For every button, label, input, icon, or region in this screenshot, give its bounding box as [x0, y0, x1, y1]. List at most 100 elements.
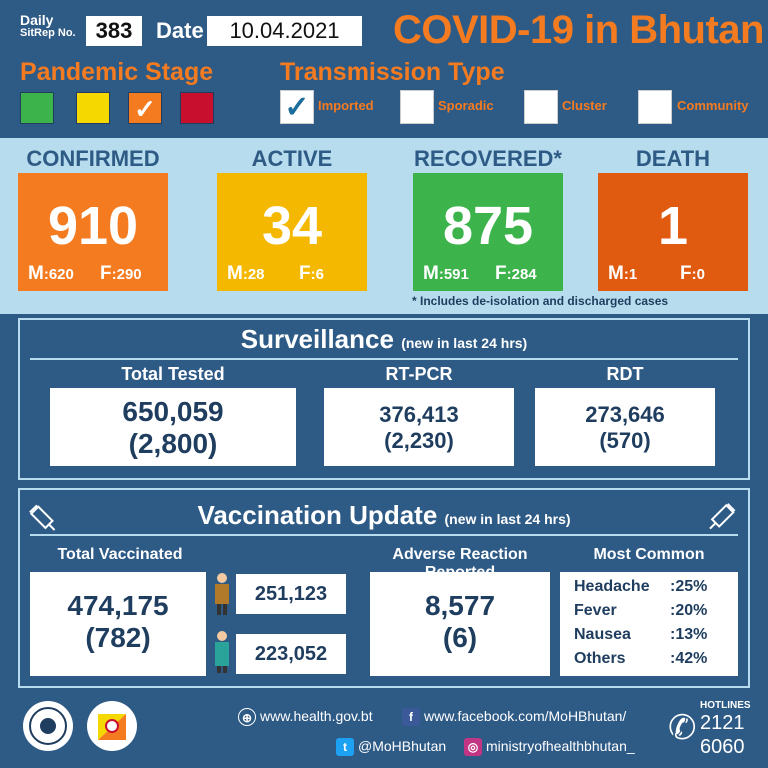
rtpcr-label: RT-PCR [385, 364, 453, 384]
sitrep-number: 383 [86, 16, 142, 46]
stat-value: 910 [47, 196, 139, 256]
pandemic-stage-box [76, 92, 110, 124]
rdt-box: 273,646 (570) [535, 388, 715, 466]
adverse-reaction-value: 8,577 [424, 590, 496, 621]
stat-card: 1 M:1 F:0 [598, 173, 748, 291]
stat-male-count: M:620 [28, 263, 74, 284]
adverse-reaction-new: (6) [442, 622, 478, 653]
most-common-box: Headache :25% Fever :20% Nausea:13% Others :42… [560, 572, 738, 676]
pandemic-stage-box: ✓ [128, 92, 162, 124]
total-tested-new: (2,800) [128, 428, 218, 459]
stat-label: CONFIRMED [26, 146, 160, 171]
side-effect-row: Nausea:13% [574, 626, 734, 644]
vaccination-divider [30, 534, 738, 536]
side-effect-percent: :20% [670, 602, 708, 619]
side-effect-percent: :42% [670, 650, 708, 667]
most-common-label: Most Common [593, 546, 705, 563]
syringe-icon [29, 504, 56, 531]
hotlines-label: HOTLINES [700, 700, 751, 711]
rdt-label: RDT [606, 364, 644, 384]
vaccination-title-text: Vaccination Update [197, 500, 438, 530]
transmission-type-label: Sporadic [438, 98, 494, 113]
page-title: COVID-19 in Bhutan [392, 8, 765, 52]
side-effect-name: Nausea [574, 626, 631, 643]
instagram-icon: ◎ [464, 738, 482, 757]
syringe-icon [709, 503, 736, 530]
sitrep-label-line2: SitRep No. [20, 27, 76, 39]
hotline-1[interactable]: 2121 [700, 712, 745, 734]
surveillance-title-text: Surveillance [240, 324, 394, 354]
facebook-link[interactable]: f www.facebook.com/MoHBhutan/ [402, 708, 627, 727]
surveillance-title: Surveillance (new in last 24 hrs) [18, 324, 750, 355]
male-vaccinated-value: 251,123 [254, 583, 328, 605]
globe-icon: ⊕ [238, 708, 256, 727]
stat-male-count: M:1 [608, 263, 638, 284]
vaccination-subtitle: (new in last 24 hrs) [444, 511, 571, 527]
stat-female-count: F:0 [680, 263, 705, 284]
transmission-type-title: Transmission Type [280, 58, 505, 86]
total-tested-value: 650,059 [122, 396, 224, 427]
stat-value: 1 [657, 196, 689, 256]
total-tested-label: Total Tested [121, 364, 225, 384]
side-effect-name: Fever [574, 602, 617, 619]
website-text: www.health.gov.bt [260, 708, 373, 724]
stat-value: 875 [442, 196, 534, 256]
surveillance-subtitle: (new in last 24 hrs) [401, 335, 528, 351]
stat-card: 875 M:591 F:284 [413, 173, 563, 291]
report-date: 10.04.2021 [207, 16, 362, 46]
transmission-type-checkbox [400, 90, 434, 124]
ministry-of-health-logo [87, 701, 137, 751]
pandemic-stage-title: Pandemic Stage [20, 58, 214, 86]
instagram-link[interactable]: ◎ ministryofhealthbhutan_ [464, 738, 635, 757]
hotline-2[interactable]: 6060 [700, 736, 745, 758]
phone-icon: ✆ [668, 709, 697, 747]
side-effect-row: Others :42% [574, 650, 734, 668]
rdt-new: (570) [599, 428, 651, 453]
stat-value: 34 [261, 196, 323, 256]
sitrep-label: Daily SitRep No. [20, 12, 76, 40]
instagram-text: ministryofhealthbhutan_ [486, 738, 635, 754]
stat-card: 34 M:28 F:6 [217, 173, 367, 291]
pandemic-stage-box [180, 92, 214, 124]
stat-label: ACTIVE [251, 146, 333, 171]
stat-female-count: F:290 [100, 263, 142, 284]
side-effect-name: Headache [574, 578, 650, 595]
female-vaccinated-value: 223,052 [254, 643, 328, 665]
transmission-type-checkbox: ✓ [280, 90, 314, 124]
twitter-text: @MoHBhutan [358, 738, 447, 754]
website-link[interactable]: ⊕ www.health.gov.bt [238, 708, 373, 727]
stat-female-count: F:6 [299, 263, 324, 284]
rtpcr-box: 376,413 (2,230) [324, 388, 514, 466]
stat-card: 910 M:620 F:290 [18, 173, 168, 291]
government-emblem-logo [23, 701, 73, 751]
twitter-link[interactable]: t @MoHBhutan [336, 738, 447, 757]
transmission-type-label: Cluster [562, 98, 607, 113]
side-effect-percent: :25% [670, 578, 708, 595]
total-vaccinated-value: 474,175 [67, 590, 169, 621]
date-label: Date [156, 18, 204, 43]
rtpcr-new: (2,230) [384, 428, 454, 453]
male-person-icon [215, 573, 229, 615]
surveillance-divider [30, 358, 738, 360]
rtpcr-value: 376,413 [379, 402, 459, 427]
stat-male-count: M:28 [227, 263, 265, 284]
total-vaccinated-box: 474,175 (782) [30, 572, 206, 676]
side-effect-name: Others [574, 650, 626, 667]
female-person-icon [215, 631, 229, 673]
side-effect-row: Fever :20% [574, 602, 734, 620]
vaccination-title: Vaccination Update (new in last 24 hrs) [18, 500, 750, 531]
pandemic-stage-box [20, 92, 54, 124]
total-vaccinated-new: (782) [85, 622, 151, 653]
sitrep-label-line1: Daily [20, 12, 54, 28]
twitter-icon: t [336, 738, 354, 757]
adverse-reaction-box: 8,577 (6) [370, 572, 550, 676]
stat-female-count: F:284 [495, 263, 537, 284]
male-vaccinated-box: 251,123 [236, 574, 346, 614]
recovered-footnote: * Includes de-isolation and discharged c… [412, 294, 669, 308]
stat-label: RECOVERED* [414, 146, 562, 171]
facebook-text: www.facebook.com/MoHBhutan/ [424, 708, 627, 724]
stat-label: DEATH [635, 146, 711, 171]
transmission-type-label: Imported [318, 98, 374, 113]
female-vaccinated-box: 223,052 [236, 634, 346, 674]
rdt-value: 273,646 [585, 402, 665, 427]
